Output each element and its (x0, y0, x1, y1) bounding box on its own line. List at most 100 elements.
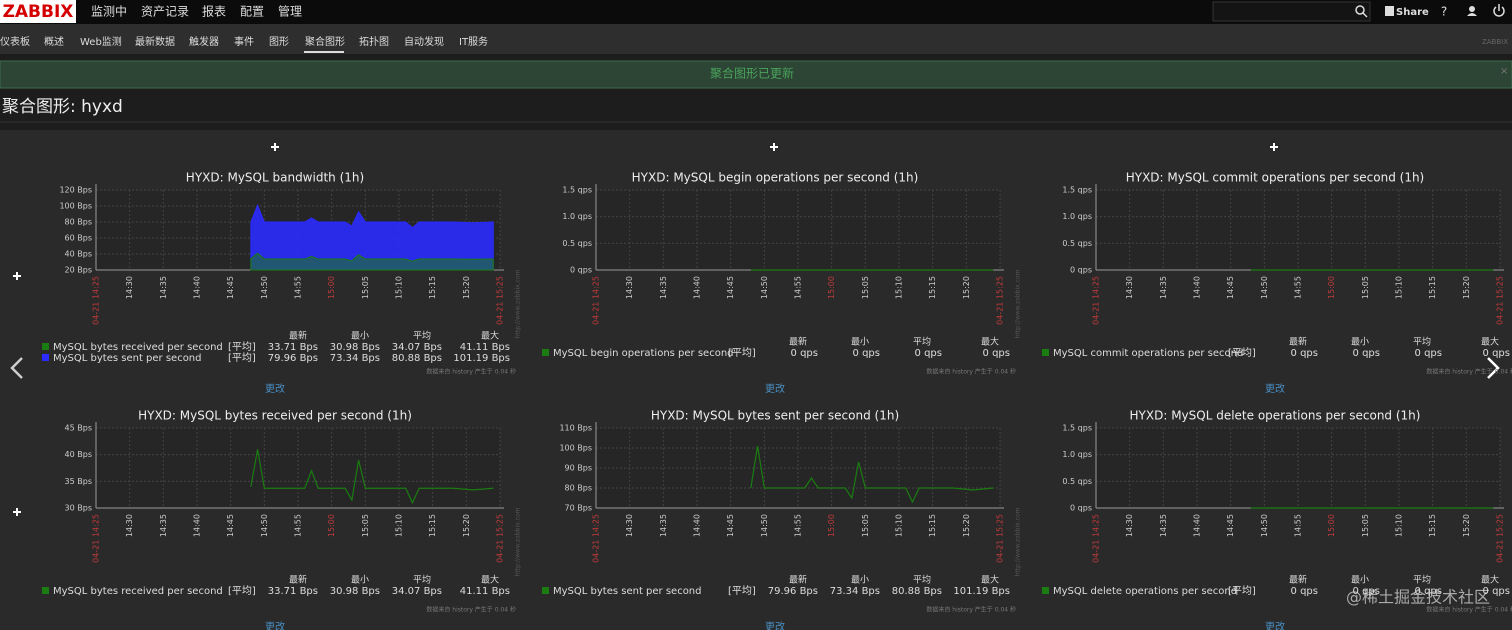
share-icon[interactable] (1385, 6, 1394, 16)
footnote: 数据来自 history 产生于 0.04 秒 (1426, 606, 1512, 614)
search-icon[interactable] (1355, 5, 1365, 15)
help[interactable]: ? (1441, 5, 1447, 19)
legend-value: 0 qps (1291, 586, 1318, 597)
prev-arrow[interactable] (10, 357, 23, 379)
x-tick-label: 14:40 (693, 514, 702, 537)
nav-item[interactable]: IT服务 (459, 35, 488, 48)
x-tick-label: 15:05 (361, 514, 370, 537)
x-tick-label: 15:05 (861, 276, 870, 299)
legend-value: 0 qps (1291, 348, 1318, 359)
x-tick-label: 15:15 (428, 514, 437, 537)
footnote: 数据来自 history 产生于 0.04 秒 (1426, 368, 1512, 376)
x-tick-label: 15:00 (1327, 514, 1336, 537)
close-message[interactable]: × (1500, 66, 1508, 77)
x-tick-label: 04-21 14:25 (1092, 276, 1101, 325)
legend-value: 30.98 Bps (330, 586, 380, 597)
legend-header: 最新 (1289, 336, 1307, 348)
nav-item[interactable]: 事件 (234, 35, 254, 48)
edit-link[interactable]: 更改 (265, 382, 285, 395)
nav-item[interactable]: 最新数据 (135, 35, 175, 48)
nav-item[interactable]: 聚合图形 (305, 35, 345, 48)
nav-item[interactable]: 图形 (269, 36, 289, 48)
x-tick-label: 14:35 (1159, 514, 1168, 537)
share[interactable]: Share (1396, 7, 1429, 18)
line (250, 449, 494, 505)
legend-value: 73.34 Bps (330, 353, 380, 364)
nav-item[interactable]: 仪表板 (0, 35, 30, 48)
edit-link[interactable]: 更改 (265, 620, 285, 630)
nav-item[interactable]: 触发器 (189, 35, 219, 48)
x-tick-label: 04-21 15:25 (996, 514, 1005, 563)
footnote: 数据来自 history 产生于 0.04 秒 (426, 606, 516, 614)
brand-small: ZABBIX (1482, 38, 1508, 46)
x-tick-label: 14:50 (260, 514, 269, 537)
logo-box[interactable] (0, 0, 76, 23)
menu-item[interactable]: 管理 (278, 4, 302, 19)
legend-value: 101.19 Bps (953, 586, 1010, 597)
edit-link[interactable]: 更改 (765, 382, 785, 395)
legend-value: 34.07 Bps (392, 586, 442, 597)
user-icon[interactable] (1469, 6, 1475, 12)
edit-link[interactable]: 更改 (765, 620, 785, 630)
legend-name: MySQL delete operations per second (1053, 586, 1237, 597)
legend-header: 最小 (1351, 575, 1369, 586)
legend-header: 最大 (981, 336, 999, 348)
y-tick-label: 0.5 qps (1062, 239, 1092, 248)
menu-item[interactable]: 监测中 (91, 4, 127, 19)
x-tick-label: 15:05 (361, 276, 370, 299)
nav-item[interactable]: 概述 (44, 35, 64, 48)
legend-func: [平均] (1228, 585, 1256, 597)
legend-value: 73.34 Bps (830, 586, 880, 597)
legend-swatch (1042, 587, 1049, 594)
menu-item[interactable]: 资产记录 (141, 5, 189, 19)
footnote: 数据来自 history 产生于 0.04 秒 (926, 368, 1016, 376)
nav-item[interactable]: 自动发现 (404, 35, 444, 48)
x-tick-label: 15:10 (395, 514, 404, 537)
legend-func: [平均] (1228, 347, 1256, 359)
x-tick-label: 15:10 (1395, 276, 1404, 299)
legend-swatch (42, 343, 49, 350)
menu-item[interactable]: 报表 (202, 4, 226, 19)
x-tick-label: 14:55 (1294, 276, 1303, 299)
legend-header: 最小 (1351, 337, 1369, 348)
x-tick-label: 15:20 (462, 276, 471, 299)
graph-title: HYXD: MySQL bandwidth (1h) (186, 171, 364, 185)
y-tick-label: 0.5 qps (562, 239, 592, 248)
legend-value: 33.71 Bps (268, 342, 318, 353)
legend-value: 79.96 Bps (268, 353, 318, 364)
legend-value: 0 qps (1483, 348, 1510, 359)
legend-value: 41.11 Bps (460, 342, 510, 353)
edit-link[interactable]: 更改 (1265, 382, 1285, 395)
search-icon (1362, 12, 1368, 18)
logout-icon[interactable] (1493, 4, 1505, 17)
next-arrow[interactable] (1487, 357, 1500, 379)
legend-value: 0 qps (1483, 586, 1510, 597)
x-tick-label: 14:40 (193, 514, 202, 537)
x-tick-label: 14:30 (625, 276, 634, 299)
y-tick-label: 0 qps (1070, 504, 1092, 513)
search-box[interactable] (1212, 1, 1371, 22)
x-tick-label: 14:50 (760, 276, 769, 299)
nav-item[interactable]: 拓扑图 (359, 35, 389, 48)
graph-title: HYXD: MySQL begin operations per second … (632, 171, 919, 185)
x-tick-label: 04-21 14:25 (592, 514, 601, 563)
x-tick-label: 14:35 (159, 276, 168, 299)
legend-swatch (1042, 349, 1049, 356)
x-tick-label: 14:35 (159, 514, 168, 537)
nav-item[interactable]: Web监测 (80, 35, 122, 48)
legend-value: 79.96 Bps (768, 586, 818, 597)
x-tick-label: 15:15 (1428, 514, 1437, 537)
legend-header: 平均 (913, 574, 931, 586)
legend-name: MySQL commit operations per second (1053, 348, 1243, 359)
x-tick-label: 15:10 (895, 514, 904, 537)
menu-item[interactable]: 配置 (240, 5, 264, 19)
legend-value: 0 qps (791, 348, 818, 359)
x-tick-label: 15:10 (395, 276, 404, 299)
legend-header: 最小 (851, 575, 869, 586)
add-icons[interactable] (13, 143, 1278, 516)
edit-link[interactable]: 更改 (1265, 620, 1285, 630)
logo[interactable]: ZABBIX (3, 2, 74, 22)
x-tick-label: 14:45 (1226, 514, 1235, 537)
x-tick-label: 15:00 (327, 514, 336, 537)
y-tick-label: 80 Bps (565, 484, 592, 493)
